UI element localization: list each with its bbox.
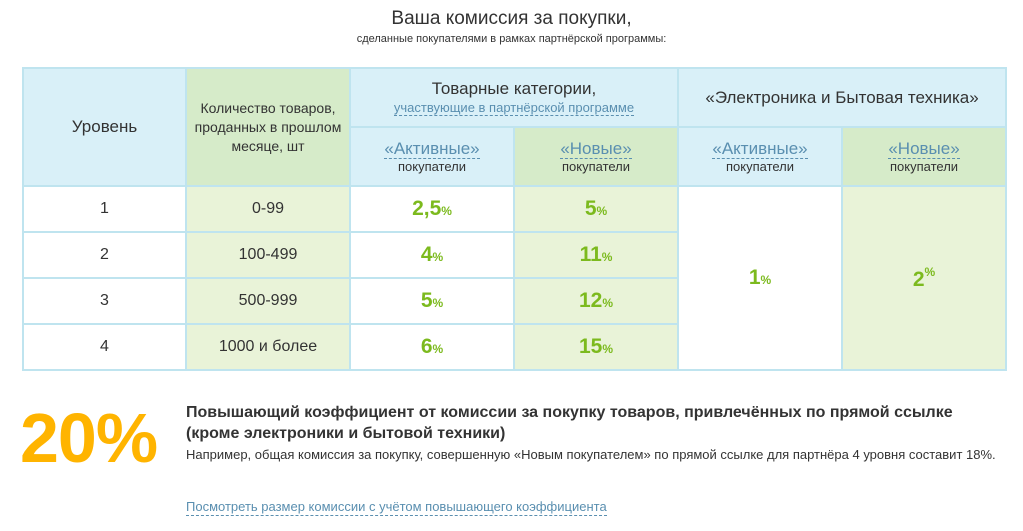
electronics-active-buyers-link[interactable]: «Активные» (712, 138, 808, 159)
electronics-new-rate: 2% (912, 264, 936, 291)
level-value: 2 (100, 246, 109, 263)
header-categories-title: Товарные категории, (431, 78, 597, 98)
header-categories: Товарные категории, участвующие в партнё… (348, 67, 680, 128)
active-rate: 5% (420, 289, 444, 312)
level-value: 3 (100, 292, 109, 309)
table-row: 3 500-999 5% 12% (22, 277, 1006, 325)
table-row: 4 1000 и более 6% 15% (22, 323, 1006, 371)
new-rate: 5% (584, 197, 608, 220)
new-rate: 12% (578, 289, 614, 312)
header-level: Уровень (22, 67, 187, 187)
level-value: 1 (100, 200, 109, 217)
active-rate: 4% (420, 243, 444, 266)
electronics-active-rate: 1% (748, 266, 772, 289)
quantity-value: 1000 и более (218, 338, 318, 355)
buyers-word: покупатели (561, 158, 631, 174)
commission-table: Уровень Количество товаров, проданных в … (22, 67, 1008, 371)
page-title: Ваша комиссия за покупки, (391, 8, 632, 29)
quantity-value: 100-499 (238, 246, 298, 263)
new-rate: 11% (579, 243, 613, 266)
electronics-new-cell: 2% (841, 185, 1008, 371)
header-electronics-active: «Активные» покупатели (677, 126, 844, 187)
active-rate: 6% (420, 335, 444, 358)
bonus-percentage: 20% (20, 399, 158, 477)
page-subtitle: сделанные покупателями в рамках партнёрс… (356, 33, 667, 45)
header-quantity: Количество товаров, проданных в прошлом … (185, 67, 351, 187)
quantity-value: 500-999 (238, 292, 298, 309)
header-electronics: «Электроника и Бытовая техника» (677, 67, 1008, 128)
buyers-word: покупатели (890, 158, 959, 174)
header-level-label: Уровень (71, 117, 138, 136)
buyers-word: покупатели (397, 158, 467, 174)
bonus-commission-link[interactable]: Посмотреть размер комиссии с учётом повы… (186, 499, 607, 516)
bonus-description: Например, общая комиссия за покупку, сов… (186, 447, 996, 462)
buyers-word: покупатели (725, 158, 795, 174)
header-electronics-title: «Электроника и Бытовая техника» (705, 87, 979, 107)
quantity-value: 0-99 (251, 200, 285, 217)
header-electronics-new: «Новые» покупатели (841, 126, 1008, 187)
header-categories-link[interactable]: участвующие в партнёрской программе (393, 99, 635, 116)
level-value: 4 (100, 338, 109, 355)
bonus-heading: Повышающий коэффициент от комиссии за по… (186, 404, 953, 442)
header-quantity-label: Количество товаров, проданных в прошлом … (194, 99, 342, 154)
header-active-buyers: «Активные» покупатели (349, 126, 515, 187)
active-buyers-link[interactable]: «Активные» (384, 138, 480, 159)
electronics-new-buyers-link[interactable]: «Новые» (888, 138, 960, 159)
new-buyers-link[interactable]: «Новые» (560, 138, 632, 159)
active-rate: 2,5% (412, 197, 452, 220)
header-new-buyers: «Новые» покупатели (512, 126, 680, 187)
electronics-active-cell: 1% (677, 185, 844, 371)
table-row: 1 0-99 2,5% 5% 1% 2% (22, 185, 1008, 371)
table-row: 2 100-499 4% 11% (22, 231, 1006, 279)
new-rate: 15% (578, 335, 614, 358)
